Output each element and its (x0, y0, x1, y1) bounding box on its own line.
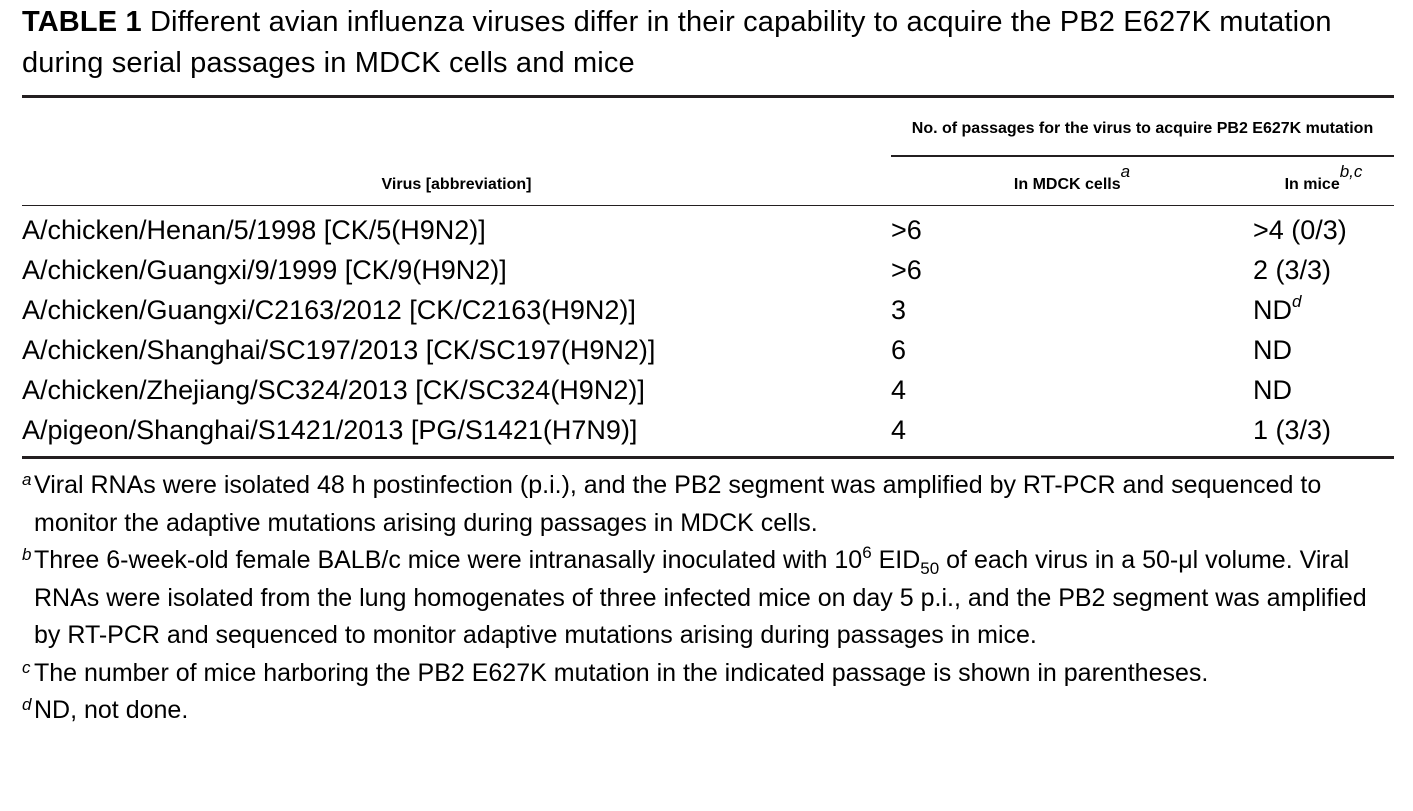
column-header-virus: Virus [abbreviation] (381, 175, 532, 193)
cell-mdck: >6 (891, 255, 922, 285)
table-label: TABLE 1 (22, 6, 142, 38)
cell-mdck: 6 (891, 335, 907, 365)
cell-mdck: 3 (891, 295, 907, 325)
cell-mdck: >6 (891, 215, 922, 245)
cell-mice: >4 (0/3) (1253, 215, 1347, 245)
top-rule (22, 95, 1394, 98)
header-rule (22, 205, 1394, 206)
footnote-c: c The number of mice harboring the PB2 E6… (22, 657, 1209, 687)
footnotes: a Viral RNAs were isolated 48 h postinfec… (22, 467, 1394, 730)
table-row: A/chicken/Zhejiang/SC324/2013 [CK/SC324(… (22, 370, 1394, 410)
table-row: A/chicken/Henan/5/1998 [CK/5(H9N2)] >6 >… (22, 206, 1394, 250)
table-caption-text: Different avian influenza viruses differ… (22, 6, 1332, 79)
cell-mice: 1 (3/3) (1253, 415, 1332, 445)
cell-virus: A/pigeon/Shanghai/S1421/2013 [PG/S1421(H… (22, 415, 638, 445)
table-caption: TABLE 1 Different avian influenza viruse… (22, 0, 1394, 84)
footnote-mark-bc: b,c (1339, 162, 1363, 181)
cell-mice: NDd (1253, 292, 1302, 325)
footnote-b: b Three 6-week-old female BALB/c mice wer… (22, 543, 1367, 649)
table-row: A/chicken/Shanghai/SC197/2013 [CK/SC197(… (22, 330, 1394, 370)
cell-virus: A/chicken/Shanghai/SC197/2013 [CK/SC197(… (22, 335, 656, 365)
cell-mice: ND (1253, 335, 1292, 365)
cell-mdck: 4 (891, 375, 907, 405)
bottom-rule (22, 456, 1394, 459)
footnote-d: d ND, not done. (22, 695, 189, 724)
table-body: A/chicken/Henan/5/1998 [CK/5(H9N2)] >6 >… (22, 206, 1394, 456)
table-row: A/pigeon/Shanghai/S1421/2013 [PG/S1421(H… (22, 410, 1394, 456)
footnote-mark-d: d (1292, 292, 1302, 311)
group-header: No. of passages for the virus to acquire… (911, 120, 1374, 137)
table-header: No. of passages for the virus to acquire… (22, 98, 1394, 205)
cell-virus: A/chicken/Zhejiang/SC324/2013 [CK/SC324(… (22, 375, 645, 405)
cell-virus: A/chicken/Guangxi/9/1999 [CK/9(H9N2)] (22, 255, 507, 285)
column-header-mice: In miceb,c (1253, 155, 1394, 205)
footnote-mark-a: a (1120, 162, 1131, 181)
cell-mice: 2 (3/3) (1253, 255, 1332, 285)
cell-mdck: 4 (891, 415, 907, 445)
column-header-mdck: In MDCK cellsa (891, 155, 1253, 205)
footnote-a: a Viral RNAs were isolated 48 h postinfec… (22, 470, 1322, 537)
cell-virus: A/chicken/Henan/5/1998 [CK/5(H9N2)] (22, 215, 486, 245)
cell-virus: A/chicken/Guangxi/C2163/2012 [CK/C2163(H… (22, 295, 636, 325)
table-row: A/chicken/Guangxi/9/1999 [CK/9(H9N2)] >6… (22, 250, 1394, 290)
cell-mice: ND (1253, 375, 1292, 405)
table-row: A/chicken/Guangxi/C2163/2012 [CK/C2163(H… (22, 290, 1394, 330)
table-figure: TABLE 1 Different avian influenza viruse… (22, 0, 1394, 730)
